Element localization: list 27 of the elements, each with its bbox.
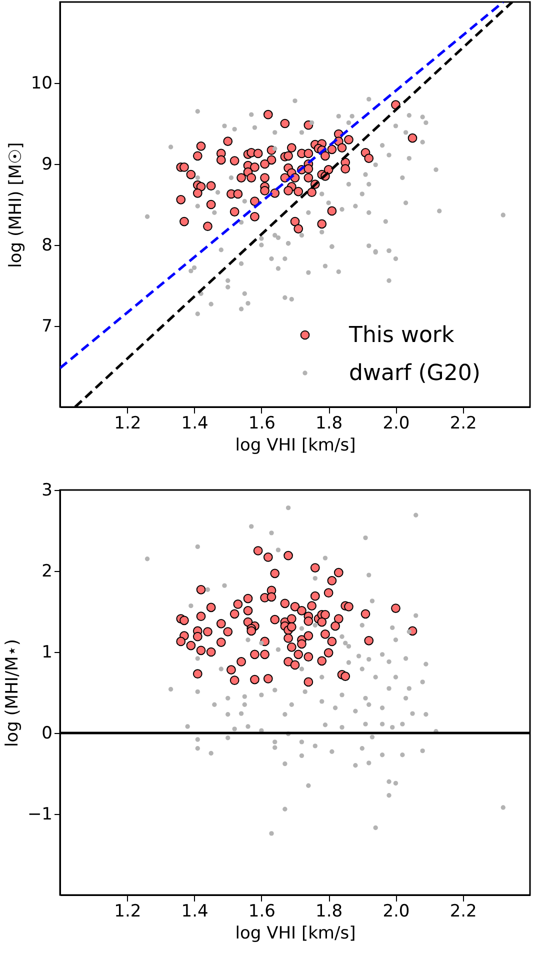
x-tick-label: 1.8 [316,414,343,434]
x-tick-label: 2.2 [450,414,477,434]
x-tick-label: 2.0 [382,414,410,434]
x-tick-label: 1.2 [114,414,142,434]
x-tick-label: 2.2 [450,902,477,922]
legend-label: This work [348,323,454,348]
y-axis-title: log (MHI/M⋆) [2,638,22,748]
x-axis-title: log VHI [km/s] [235,436,356,456]
y-tick-label: 7 [42,316,52,336]
y-tick-label: −1 [27,804,52,824]
legend-label: dwarf (G20) [349,361,480,386]
y-tick-label: 2 [42,562,52,582]
y-tick-label: 1 [42,642,52,662]
y-tick-label: 8 [42,236,52,256]
x-axis-title: log VHI [km/s] [235,924,356,944]
x-tick-label: 1.6 [248,902,276,922]
y-tick-label: 0 [42,724,52,744]
y-tick-label: 10 [30,74,52,94]
x-tick-label: 2.0 [382,902,410,922]
y-axis-title: log (MHI) [M☉] [6,142,26,268]
x-tick-label: 1.2 [114,902,142,922]
y-tick-label: 3 [42,480,52,500]
x-tick-label: 1.8 [316,902,343,922]
x-tick-label: 1.4 [181,414,208,434]
x-tick-label: 1.4 [181,902,208,922]
x-tick-label: 1.6 [248,414,276,434]
y-tick-label: 9 [42,154,52,174]
